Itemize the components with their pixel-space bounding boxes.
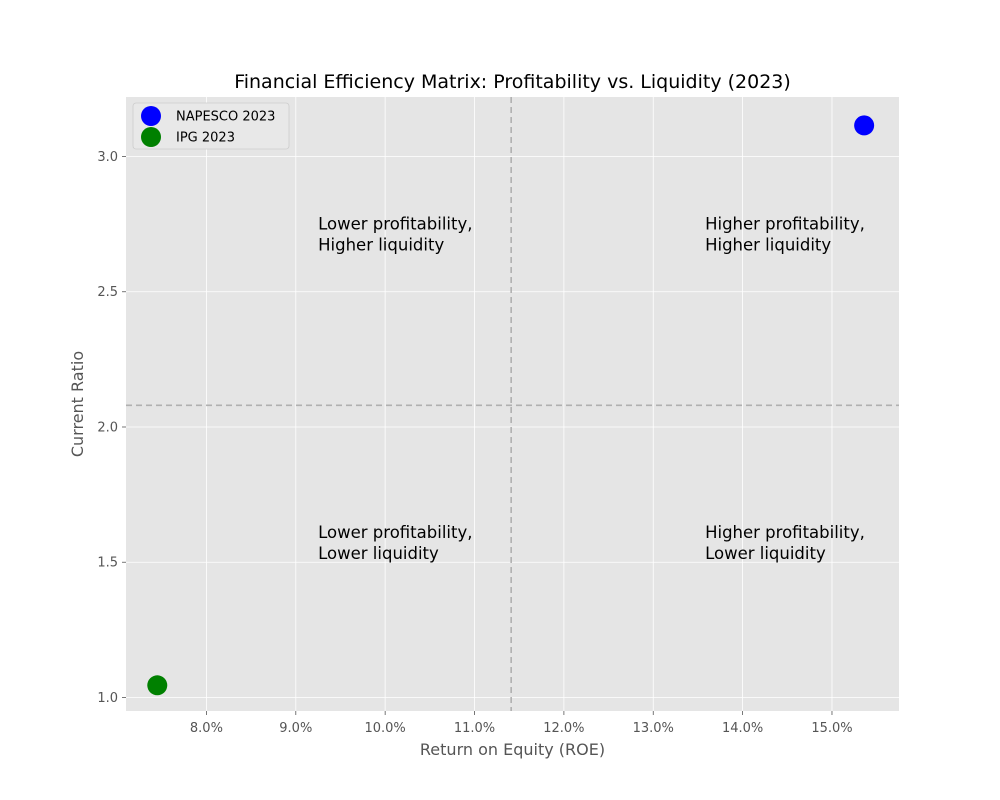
quadrant-label: Lower profitability, Higher liquidity xyxy=(318,215,472,255)
quadrant-label-line: Lower liquidity xyxy=(318,544,439,563)
y-tick-label: 3.0 xyxy=(97,150,118,165)
y-tick-label: 1.0 xyxy=(97,691,118,706)
quadrant-label: Lower profitability, Lower liquidity xyxy=(318,523,472,563)
x-tick-label: 11.0% xyxy=(454,721,495,736)
x-tick-label: 10.0% xyxy=(364,721,405,736)
quadrant-label: Higher profitability, Higher liquidity xyxy=(705,215,865,255)
quadrant-labels: Lower profitability, Higher liquidityHigh… xyxy=(318,215,865,563)
legend-box xyxy=(132,102,290,150)
reference-lines xyxy=(126,97,899,711)
quadrant-label-line: Lower profitability, xyxy=(318,215,472,234)
quadrant-label-line: Lower profitability, xyxy=(318,523,472,542)
x-tick-label: 8.0% xyxy=(190,721,223,736)
legend-marker xyxy=(141,106,161,126)
x-tick-label: 12.0% xyxy=(543,721,584,736)
y-tick-label: 1.5 xyxy=(97,556,118,571)
x-tick-label: 13.0% xyxy=(633,721,674,736)
quadrant-label-line: Higher profitability, xyxy=(705,523,865,542)
x-tick-label: 15.0% xyxy=(811,721,852,736)
quadrant-label-line: Higher liquidity xyxy=(705,236,831,255)
data-points xyxy=(147,115,875,696)
quadrant-label-line: Higher profitability, xyxy=(705,215,865,234)
legend: NAPESCO 2023 IPG 2023 xyxy=(132,102,290,150)
x-axis-ticks: 8.0% 9.0% 10.0% 11.0% 12.0% 13.0% 14.0% 15.0% xyxy=(190,711,853,736)
legend-label: NAPESCO 2023 xyxy=(176,110,275,125)
legend-marker xyxy=(141,127,161,147)
legend-label: IPG 2023 xyxy=(176,131,235,146)
y-tick-label: 2.5 xyxy=(97,285,118,300)
y-axis-ticks: 1.0 1.5 2.0 2.5 3.0 xyxy=(97,150,126,706)
y-tick-label: 2.0 xyxy=(97,420,118,435)
quadrant-label-line: Lower liquidity xyxy=(705,544,826,563)
x-tick-label: 14.0% xyxy=(722,721,763,736)
plot-area xyxy=(126,97,899,711)
x-tick-label: 9.0% xyxy=(279,721,312,736)
x-axis-label: Return on Equity (ROE) xyxy=(420,740,605,759)
quadrant-label: Higher profitability, Lower liquidity xyxy=(705,523,865,563)
chart-title: Financial Efficiency Matrix: Profitabili… xyxy=(234,71,791,93)
data-point xyxy=(147,675,168,696)
y-axis-label: Current Ratio xyxy=(68,351,87,457)
quadrant-label-line: Higher liquidity xyxy=(318,236,444,255)
grid-lines xyxy=(126,97,899,711)
data-point xyxy=(854,115,875,136)
